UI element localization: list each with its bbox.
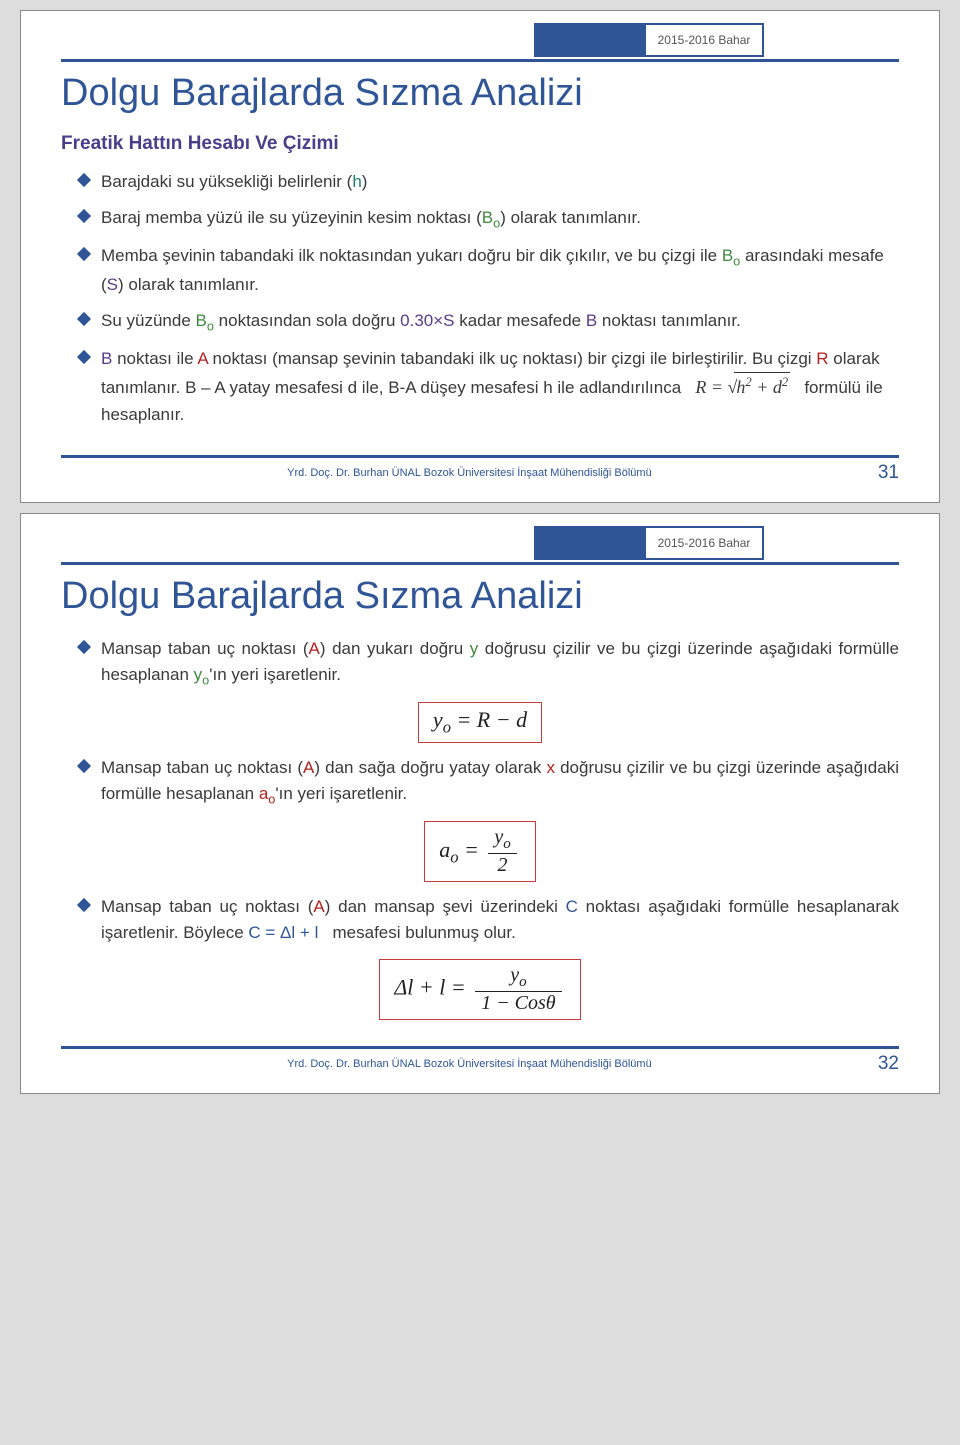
fraction-den: 2 [488,853,516,877]
formula-delta-l: Δl + l = yo 1 − Cosθ [61,959,899,1020]
bullet-item: Barajdaki su yüksekliği belirlenir (h) [79,169,899,195]
semester-tab-fill [536,528,646,558]
bullet-item: Memba şevinin tabandaki ilk noktasından … [79,243,899,297]
semester-tab: 2015-2016 Bahar [534,526,764,560]
fraction: yo 2 [488,826,516,877]
fraction-num: yo [488,826,516,853]
fraction-num: yo [475,964,561,991]
formula-lhs: Δl + l = [394,974,465,999]
page-number: 31 [878,462,899,484]
page-number: 32 [878,1053,899,1075]
slide-subtitle: Freatik Hattın Hesabı Ve Çizimi [61,133,899,155]
semester-tab-fill [536,25,646,55]
slide-2: 2015-2016 Bahar Dolgu Barajlarda Sızma A… [20,513,940,1094]
bullet-list: Mansap taban uç noktası (A) dan sağa doğ… [79,755,899,809]
fraction-den: 1 − Cosθ [475,991,561,1015]
bullet-item: Su yüzünde Bo noktasından sola doğru 0.3… [79,308,899,336]
formula-box: yo = R − d [418,702,542,742]
semester-tab: 2015-2016 Bahar [534,23,764,57]
semester-label: 2015-2016 Bahar [646,25,762,55]
slide-1: 2015-2016 Bahar Dolgu Barajlarda Sızma A… [20,10,940,503]
formula-lhs: ao = [439,837,479,862]
bullet-item: Mansap taban uç noktası (A) dan sağa doğ… [79,755,899,809]
footer-credit: Yrd. Doç. Dr. Burhan ÜNAL Bozok Üniversi… [287,1058,652,1070]
top-rule [61,562,899,565]
formula-box: Δl + l = yo 1 − Cosθ [379,959,580,1020]
slide-footer: Yrd. Doç. Dr. Burhan ÜNAL Bozok Üniversi… [61,455,899,484]
formula-box: ao = yo 2 [424,821,536,882]
bullet-list: Barajdaki su yüksekliği belirlenir (h) B… [79,169,899,429]
bullet-list: Mansap taban uç noktası (A) dan mansap ş… [79,894,899,947]
formula-yo: yo = R − d [61,702,899,742]
fraction: yo 1 − Cosθ [475,964,561,1015]
formula-ao: ao = yo 2 [61,821,899,882]
bullet-item: Mansap taban uç noktası (A) dan mansap ş… [79,894,899,947]
bullet-item: Baraj memba yüzü ile su yüzeyinin kesim … [79,205,899,233]
bullet-list: Mansap taban uç noktası (A) dan yukarı d… [79,636,899,690]
bullet-item: B noktası ile A noktası (mansap şevinin … [79,346,899,429]
slide-title: Dolgu Barajlarda Sızma Analizi [61,72,899,115]
bullet-item: Mansap taban uç noktası (A) dan yukarı d… [79,636,899,690]
footer-credit: Yrd. Doç. Dr. Burhan ÜNAL Bozok Üniversi… [287,467,652,479]
semester-label: 2015-2016 Bahar [646,528,762,558]
slide-title: Dolgu Barajlarda Sızma Analizi [61,575,899,618]
top-rule [61,59,899,62]
slide-footer: Yrd. Doç. Dr. Burhan ÜNAL Bozok Üniversi… [61,1046,899,1075]
